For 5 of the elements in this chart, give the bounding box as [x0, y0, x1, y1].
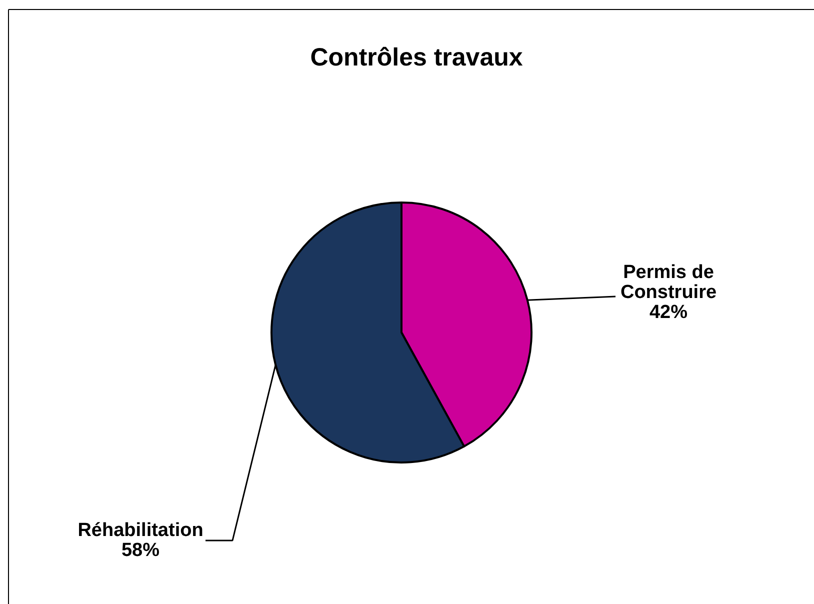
- slice-label: Réhabilitation: [78, 520, 204, 541]
- data-label: 58%: [121, 540, 160, 561]
- chart-title: Contrôles travaux: [310, 44, 523, 72]
- data-label: 42%: [649, 302, 688, 323]
- slice-label: Permis de Construire: [620, 262, 717, 303]
